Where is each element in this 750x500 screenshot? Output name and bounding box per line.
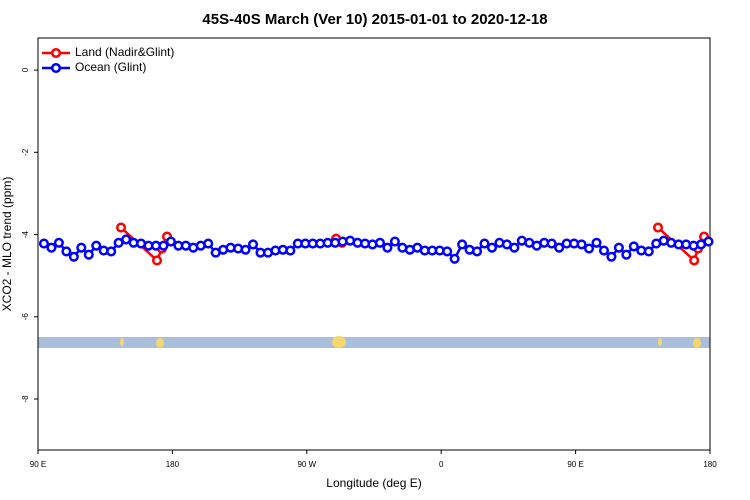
- y-tick-label: -8: [21, 395, 30, 403]
- point: [689, 255, 700, 266]
- point: [203, 238, 214, 249]
- point: [652, 222, 664, 233]
- point: [613, 242, 624, 253]
- point: [151, 255, 163, 266]
- point: [509, 242, 520, 253]
- x-tick-label: 90 E: [567, 460, 583, 469]
- point: [83, 249, 94, 260]
- point: [91, 240, 102, 251]
- point: [598, 245, 610, 256]
- point: [628, 241, 639, 252]
- point: [240, 244, 251, 255]
- point: [546, 238, 557, 249]
- point: [38, 238, 50, 249]
- y-tick-label: -4: [21, 230, 30, 238]
- x-tick-label: 180: [703, 460, 717, 469]
- legend-label: Ocean (Glint): [75, 60, 146, 74]
- point: [583, 243, 595, 254]
- legend-marker: [50, 47, 62, 59]
- x-tick-label: 90 W: [297, 460, 316, 469]
- y-tick-label: 0: [21, 67, 30, 72]
- point: [61, 246, 72, 257]
- point: [479, 238, 490, 249]
- point: [374, 237, 386, 248]
- point: [46, 242, 57, 253]
- point: [389, 236, 400, 247]
- point: [576, 239, 587, 250]
- point: [703, 236, 714, 247]
- chart-title: 45S-40S March (Ver 10) 2015-01-01 to 202…: [202, 11, 547, 28]
- point: [471, 246, 483, 257]
- point: [643, 246, 654, 257]
- point: [554, 242, 565, 253]
- point: [486, 242, 498, 253]
- y-axis-label: XCO2 - MLO trend (ppm): [0, 177, 14, 312]
- point: [158, 240, 169, 251]
- point: [106, 246, 117, 257]
- point: [457, 239, 468, 250]
- legend-label: Land (Nadir&Glint): [75, 45, 174, 59]
- point: [606, 251, 617, 262]
- x-tick-label: 0: [439, 460, 444, 469]
- y-tick-label: -2: [21, 148, 30, 156]
- point: [382, 242, 393, 253]
- x-axis-label: Longitude (deg E): [326, 476, 421, 490]
- point: [68, 251, 79, 262]
- point: [442, 246, 453, 257]
- point: [591, 237, 602, 248]
- point: [285, 245, 296, 256]
- point: [165, 236, 176, 247]
- map-strip: [38, 336, 710, 348]
- point: [621, 249, 632, 260]
- point: [449, 253, 460, 264]
- x-tick-label: 90 E: [30, 460, 46, 469]
- point: [247, 239, 259, 250]
- point: [53, 237, 64, 248]
- legend-marker: [50, 62, 62, 74]
- point: [76, 242, 87, 253]
- point: [115, 222, 127, 233]
- x-tick-label: 180: [166, 460, 180, 469]
- y-tick-label: -6: [21, 313, 30, 321]
